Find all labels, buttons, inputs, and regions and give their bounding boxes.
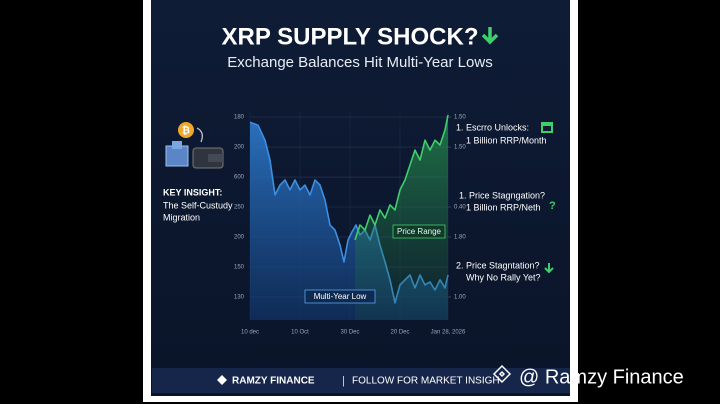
y2-tick-label: 1.00 <box>454 295 466 301</box>
annotation: ? <box>549 200 556 212</box>
annotation: 1 Billion RRP/Neth <box>466 202 541 212</box>
y-tick-label: 130 <box>234 295 245 301</box>
y-tick-label: 600 <box>234 175 245 181</box>
annotation: 1. Price Stagngation? <box>459 190 545 200</box>
subtitle: Exchange Balances Hit Multi-Year Lows <box>227 54 492 71</box>
svg-text:₿: ₿ <box>182 125 190 137</box>
series-area <box>250 122 448 320</box>
footer-separator: | <box>342 375 345 387</box>
y-tick-label: 150 <box>234 265 245 271</box>
y2-tick-label: 1.50 <box>454 145 466 151</box>
y-tick-label: 180 <box>234 115 245 121</box>
annotation: The Self-Custudy <box>163 200 233 210</box>
price-range-box <box>392 224 446 239</box>
calendar-icon <box>541 122 553 133</box>
y-tick-label: 200 <box>234 145 245 151</box>
wallet-icon: ₿ <box>165 122 224 169</box>
down-arrow <box>544 263 554 274</box>
annotation: Migration <box>163 212 200 222</box>
x-tick-label: Jan 28, 2026 <box>431 330 466 336</box>
title-arrow <box>481 27 499 45</box>
series-area <box>355 115 448 320</box>
watermark-icon <box>492 364 512 384</box>
panel <box>151 0 570 396</box>
annotation: 2. Price Stagntation? <box>456 260 540 270</box>
low-box <box>304 289 376 304</box>
x-tick-label: 10 dec <box>241 330 259 336</box>
y2-tick-label: 1.50 <box>454 115 466 121</box>
plot: 180 200 600 250 200 150 130 1.50 1.50 0.40 1.80 1.0… <box>234 112 466 336</box>
annotation: Why No Rally Yet? <box>466 272 541 282</box>
price-range-label: Price Range <box>397 227 442 236</box>
series-line <box>354 114 449 241</box>
x-tick-label: 30 Dec <box>340 330 359 336</box>
y2-tick-label: 1.80 <box>454 235 466 241</box>
x-tick-label: 20 Dec <box>390 330 409 336</box>
footer-cta: FOLLOW FOR MARKET INSIGH <box>352 376 500 387</box>
annotation: KEY INSIGHT: <box>163 187 222 197</box>
y-tick-label: 200 <box>234 235 245 241</box>
x-tick-label: 10 Oct <box>291 330 309 336</box>
annotation: 1. Escrro Unlocks: <box>456 122 529 132</box>
watermark: @ Ramzy Finance <box>519 366 684 388</box>
annotation: 1 Billion RRP/Month <box>466 135 547 145</box>
title: XRP SUPPLY SHOCK? <box>222 23 479 50</box>
y2-tick-label: 0.40 <box>454 205 466 211</box>
y-tick-label: 250 <box>234 205 245 211</box>
footer-brand: RAMZY FINANCE <box>232 376 315 387</box>
low-label: Multi-Year Low <box>314 292 367 301</box>
footer-logo <box>217 375 227 385</box>
